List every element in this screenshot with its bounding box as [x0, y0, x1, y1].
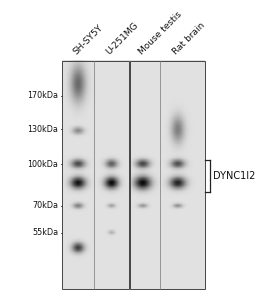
- Bar: [130, 61, 205, 289]
- Text: 170kDa: 170kDa: [27, 92, 58, 101]
- Bar: [62, 61, 129, 289]
- Text: Mouse testis: Mouse testis: [137, 10, 183, 56]
- Text: DYNC1I2: DYNC1I2: [213, 171, 256, 181]
- Text: 55kDa: 55kDa: [32, 228, 58, 237]
- Text: 70kDa: 70kDa: [33, 201, 58, 210]
- Text: SH-SY5Y: SH-SY5Y: [71, 23, 104, 56]
- Text: Rat brain: Rat brain: [171, 21, 207, 56]
- Text: 100kDa: 100kDa: [28, 160, 58, 169]
- Text: U-251MG: U-251MG: [104, 21, 140, 56]
- Text: 130kDa: 130kDa: [28, 124, 58, 133]
